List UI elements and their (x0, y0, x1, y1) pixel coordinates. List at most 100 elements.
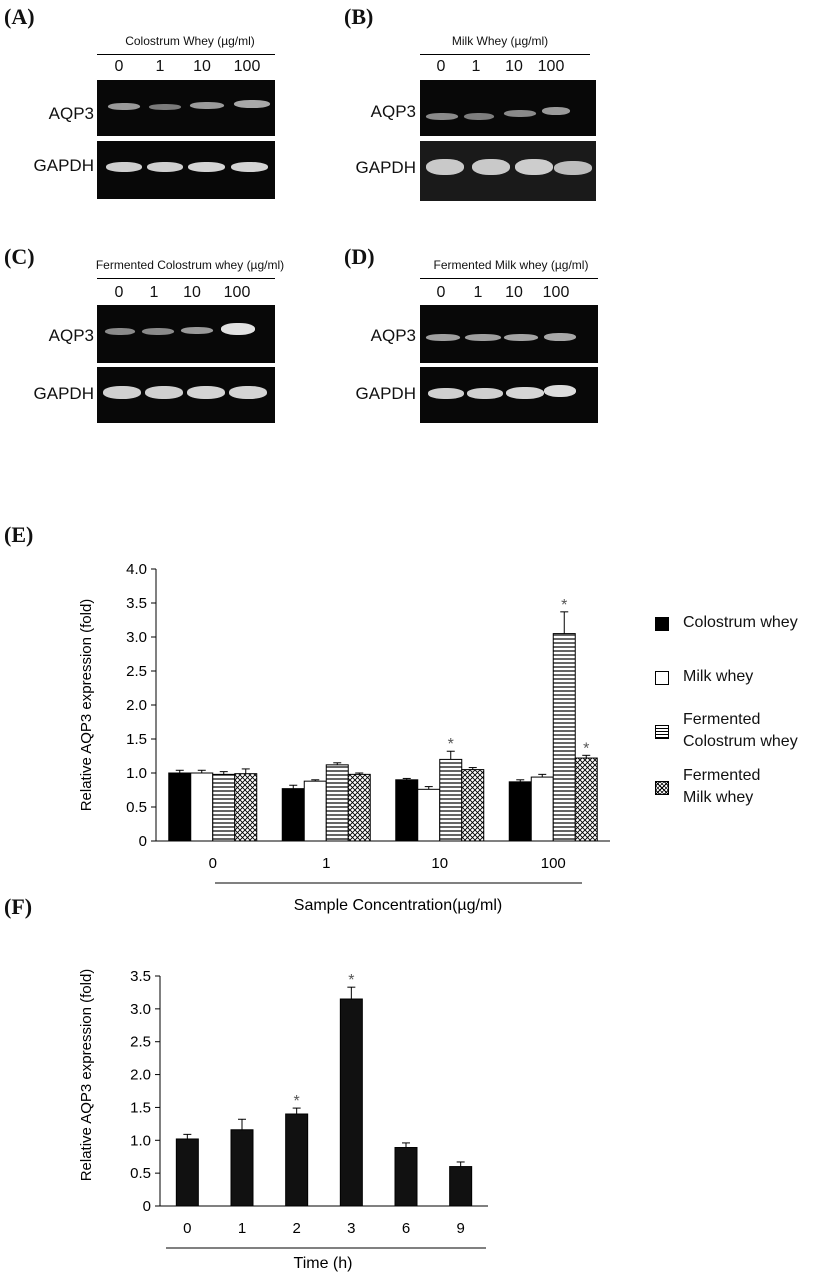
gel-image-aqp3 (97, 80, 275, 136)
bar (281, 788, 305, 842)
x-axis-label: Sample Concentration(µg/ml) (294, 897, 502, 914)
x-tick-label: 3 (347, 1220, 355, 1237)
y-axis-label: Relative AQP3 expression (fold) (78, 969, 95, 1182)
x-tick-label: 100 (541, 855, 566, 872)
y-tick-label: 2.5 (126, 663, 147, 680)
gel-band (145, 386, 183, 399)
lane-label: 0 (114, 284, 124, 301)
gel-band (187, 386, 225, 399)
lane-label: 1 (471, 58, 481, 75)
lane-label: 100 (537, 58, 565, 75)
y-tick-label: 1.0 (130, 1132, 151, 1149)
gel-band (229, 386, 267, 399)
lane-label: 0 (436, 284, 446, 301)
x-tick-label: 0 (183, 1220, 191, 1237)
lane-label: 1 (155, 58, 165, 75)
gel-image-aqp3 (420, 305, 598, 363)
gel-band (106, 162, 142, 172)
x-axis-label: Time (h) (294, 1255, 353, 1272)
y-tick-label: 0 (139, 833, 147, 850)
lane-label: 10 (505, 58, 523, 75)
bar (552, 633, 576, 842)
panel-label-b: (B) (344, 4, 374, 29)
gel-band (142, 328, 174, 335)
gel-band (465, 334, 501, 341)
bar (530, 776, 554, 842)
bar (234, 773, 258, 842)
y-tick-label: 0.5 (126, 799, 147, 816)
gel-band (181, 327, 213, 334)
legend-swatch-solid (655, 617, 669, 631)
chart-e: Relative AQP3 expression (fold) 0 0.5 1.0 1… (78, 561, 610, 914)
bar (347, 773, 371, 842)
y-tick-label: 0.5 (130, 1165, 151, 1182)
x-tick-label: 0 (209, 855, 217, 872)
y-tick-label: 1.5 (130, 1099, 151, 1116)
x-tick-label: 10 (431, 855, 448, 872)
gel-band (190, 102, 224, 109)
x-tick-label: 1 (322, 855, 330, 872)
chart-f: Relative AQP3 expression (fold) 0 0.5 1.0 1… (78, 968, 488, 1272)
legend-item: Fermented Milk whey (655, 765, 760, 809)
bar (325, 764, 349, 842)
x-tick-label: 6 (402, 1220, 410, 1237)
legend-label: Colostrum whey (683, 614, 798, 631)
gel-title-rule (420, 54, 590, 55)
gel-title-rule (420, 278, 598, 279)
gel-band (467, 388, 503, 399)
bar (285, 1113, 309, 1207)
lane-label: 1 (473, 284, 483, 301)
legend-item: Colostrum whey (655, 612, 798, 634)
plot-area: 0 0.5 1.0 1.5 2.0 2.5 3.0 3.5 4.0 0 1 10 * 100 * * (126, 561, 610, 884)
gel-band (103, 386, 141, 399)
gel-band (472, 159, 510, 175)
lane-label: 0 (436, 58, 446, 75)
gel-band (234, 100, 270, 108)
legend-label: Fermented Milk whey (683, 767, 761, 806)
gel-band (108, 103, 140, 110)
gel-title: Fermented Milk whey (µg/ml) (433, 258, 589, 272)
gel-image-gapdh (420, 367, 598, 423)
gel-row-label: GAPDH (33, 384, 94, 403)
legend-label: Fermented Colostrum whey (683, 711, 798, 750)
gel-row-label: AQP3 (370, 102, 416, 121)
gel-band (149, 104, 181, 110)
gel-band (542, 107, 570, 115)
panel-label-a: (A) (4, 4, 35, 29)
gel-band (426, 334, 460, 341)
gel-band (504, 110, 536, 117)
lane-label: 100 (223, 284, 251, 301)
gel-band (426, 113, 458, 120)
panel-label-f: (F) (4, 894, 33, 919)
bar (395, 779, 419, 842)
legend-label: Milk whey (683, 668, 754, 685)
plot-area: 0 0.5 1.0 1.5 2.0 2.5 3.0 3.5 0 1 2 * 3 * 6 9 (130, 968, 488, 1249)
lane-label: 10 (183, 284, 201, 301)
significance-marker: * (583, 740, 589, 757)
gel-band (504, 334, 538, 341)
bar (339, 998, 363, 1207)
x-tick-label: 9 (456, 1220, 464, 1237)
bar (394, 1147, 418, 1207)
gel-title-rule (97, 278, 275, 279)
gel-title-rule (97, 54, 275, 55)
gel-image-aqp3 (97, 305, 275, 363)
gel-image-gapdh (97, 141, 275, 199)
lane-label: 100 (542, 284, 570, 301)
gel-row-label: GAPDH (355, 158, 416, 177)
gel-band (147, 162, 183, 172)
y-tick-label: 3.5 (126, 595, 147, 612)
lane-label: 10 (193, 58, 211, 75)
legend-item: Milk whey (655, 666, 753, 688)
bar (449, 1166, 473, 1207)
y-tick-label: 3.0 (126, 629, 147, 646)
panel-label-d: (D) (344, 244, 375, 269)
gel-title: Colostrum Whey (µg/ml) (125, 34, 255, 48)
gel-band (544, 333, 576, 341)
gel-image-gapdh (97, 367, 275, 423)
significance-marker: * (294, 1093, 300, 1110)
gel-band (428, 388, 464, 399)
gel-row-label: AQP3 (48, 326, 94, 345)
gel-title: Fermented Colostrum whey (µg/ml) (95, 258, 285, 272)
y-tick-label: 2.0 (126, 697, 147, 714)
